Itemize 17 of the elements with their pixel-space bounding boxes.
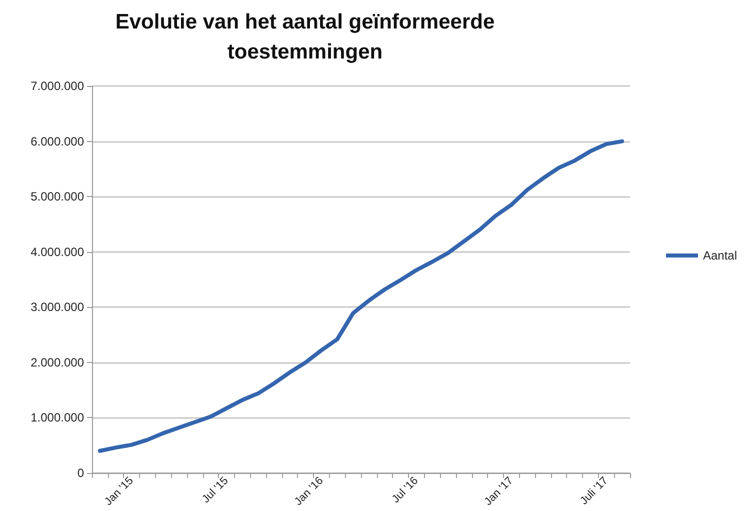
x-tick-label: Jan '16 — [292, 474, 326, 508]
y-tick-label: 5.000.000 — [30, 190, 84, 204]
x-tick-label: Jan '17 — [482, 474, 516, 508]
y-tick-label: 4.000.000 — [30, 244, 84, 259]
y-tick-label: 0 — [77, 466, 84, 480]
y-tick-label: 7.000.000 — [30, 79, 84, 93]
x-tick-label: Jan '15 — [102, 474, 136, 508]
x-tick-label: Jul '15 — [200, 474, 231, 506]
legend-label: Aantal — [702, 248, 738, 262]
line-series — [98, 139, 624, 453]
y-tick-label: 3.000.000 — [30, 300, 84, 314]
y-tick-label: 6.000.000 — [30, 134, 84, 148]
chart-title: Evolutie van het aantal geïnformeerde toestemmingen — [115, 10, 495, 64]
y-tick-label: 2.000.000 — [30, 355, 84, 370]
y-tick-label: 1.000.000 — [30, 410, 84, 425]
x-tick-label: Juli '17 — [578, 474, 611, 508]
x-tick-label: Jul '16 — [390, 474, 421, 506]
